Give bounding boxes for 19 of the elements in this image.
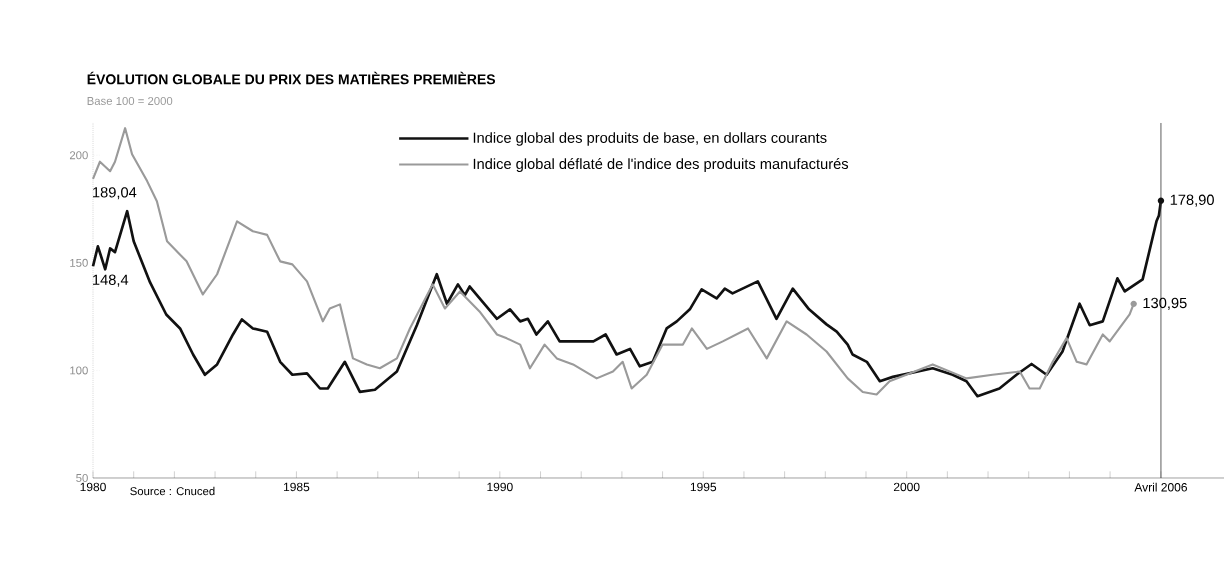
annotation: 189,04 — [93, 187, 137, 200]
chart-subtitle: Base 100 = 2000 — [87, 97, 173, 105]
legend-label: Indice global des produits de base, en dollars courants — [473, 132, 827, 146]
x-tick-label: 1995 — [690, 482, 717, 492]
y-tick-label: 100 — [70, 366, 88, 375]
annotation: 178,90 — [1170, 194, 1214, 207]
legend-label: Indice global déflaté de l'indice des produits manufacturés — [473, 158, 849, 172]
x-tick-label: Avril 2006 — [1134, 482, 1187, 492]
x-tick-label: 1980 — [80, 482, 106, 492]
source-note: Source : Cnuced — [130, 486, 215, 496]
y-tick-label: 200 — [69, 151, 88, 160]
x-tick-label: 1985 — [284, 482, 310, 492]
x-tick-label: 2000 — [893, 482, 920, 492]
annotation: 148,4 — [93, 274, 129, 287]
x-tick-label: 1990 — [487, 482, 513, 492]
annotation: 130,95 — [1143, 297, 1187, 310]
y-tick-label: 50 — [76, 474, 88, 483]
chart-title: ÉVOLUTION GLOBALE DU PRIX DES MATIÈRES PREMIÈRES — [87, 71, 496, 85]
y-tick-label: 150 — [70, 258, 88, 267]
